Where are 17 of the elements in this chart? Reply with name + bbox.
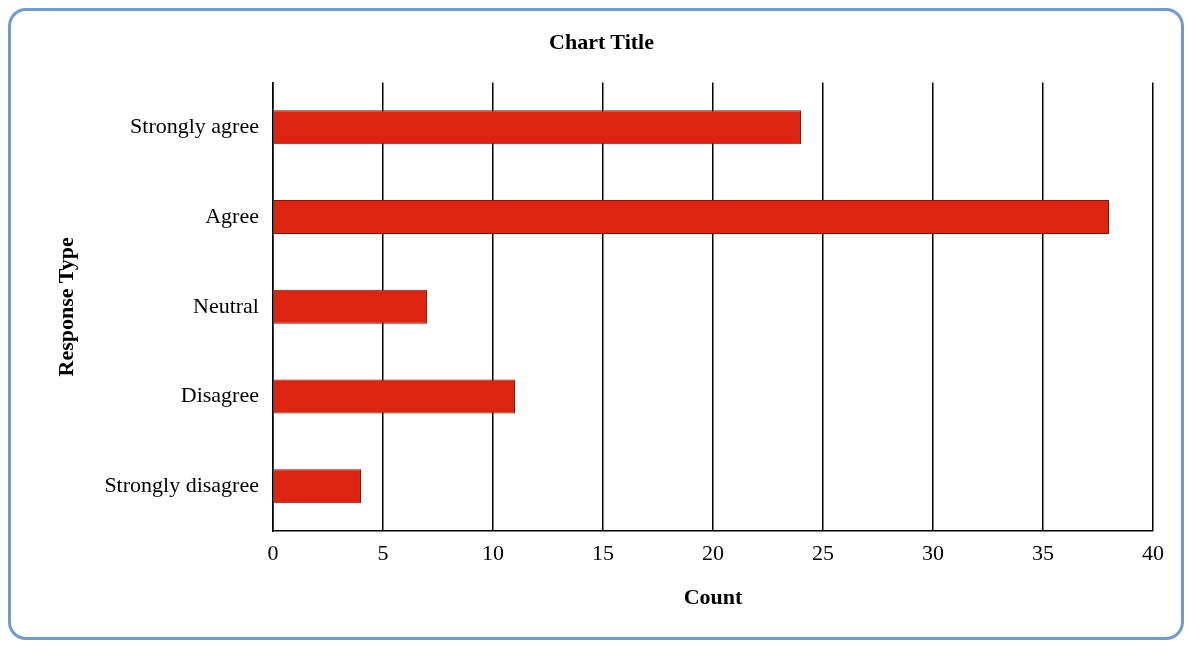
x-tick-label: 10: [481, 540, 504, 566]
y-tick-label: Agree: [205, 202, 259, 228]
x-tick-label: 5: [377, 540, 389, 566]
y-tick-label: Neutral: [193, 292, 259, 318]
x-tick-label: 30: [921, 540, 944, 566]
chart-title: Chart Title: [549, 28, 655, 54]
y-tick-label: Strongly agree: [130, 113, 259, 139]
x-tick-label: 40: [1142, 540, 1164, 566]
y-tick-label: Strongly disagree: [104, 472, 259, 498]
x-axis-title: Count: [683, 584, 743, 610]
x-tick-label: 35: [1032, 540, 1054, 566]
x-tick-label: 0: [267, 540, 279, 566]
x-tick-label: 20: [701, 540, 724, 566]
y-tick-label: Disagree: [180, 382, 259, 408]
x-tick-label: 25: [811, 540, 834, 566]
y-axis-title: Response Type: [52, 236, 78, 377]
x-tick-label: 15: [591, 540, 614, 566]
